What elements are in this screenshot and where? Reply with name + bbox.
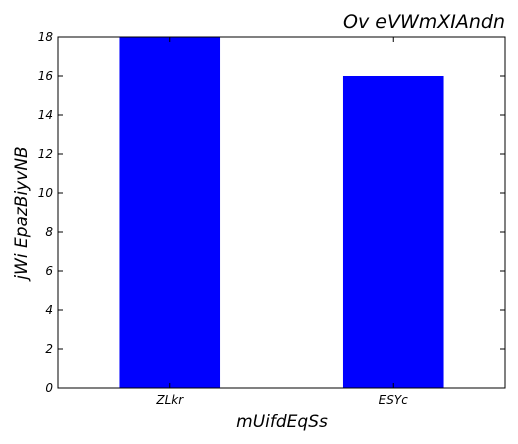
- chart-title: Ov eVWmXIAndn: [343, 11, 505, 33]
- y-tick-label: 4: [45, 303, 53, 317]
- x-tick-label: ESYc: [379, 393, 409, 407]
- y-tick-label: 12: [38, 147, 53, 161]
- y-tick-label: 6: [45, 264, 53, 278]
- y-tick-label: 0: [45, 381, 53, 395]
- y-tick-label: 8: [45, 225, 53, 239]
- y-tick-label: 2: [45, 342, 53, 356]
- y-axis-label: jWi EpazBiyvNB: [12, 146, 32, 281]
- y-tick-label: 16: [38, 69, 54, 83]
- plot-frame: [57, 36, 506, 389]
- x-axis-label: mUifdEqSs: [236, 412, 328, 432]
- y-tick-label: 10: [38, 186, 54, 200]
- plot-area: 0 2 4 6 8 10 12 14 16 18 ZLkr ESYc: [38, 30, 506, 407]
- bar-esyc: [342, 76, 444, 388]
- y-tick-label: 14: [38, 108, 53, 122]
- x-tick-label: ZLkr: [155, 393, 184, 407]
- bar-zlkr: [119, 37, 221, 388]
- y-tick-label: 18: [38, 30, 54, 44]
